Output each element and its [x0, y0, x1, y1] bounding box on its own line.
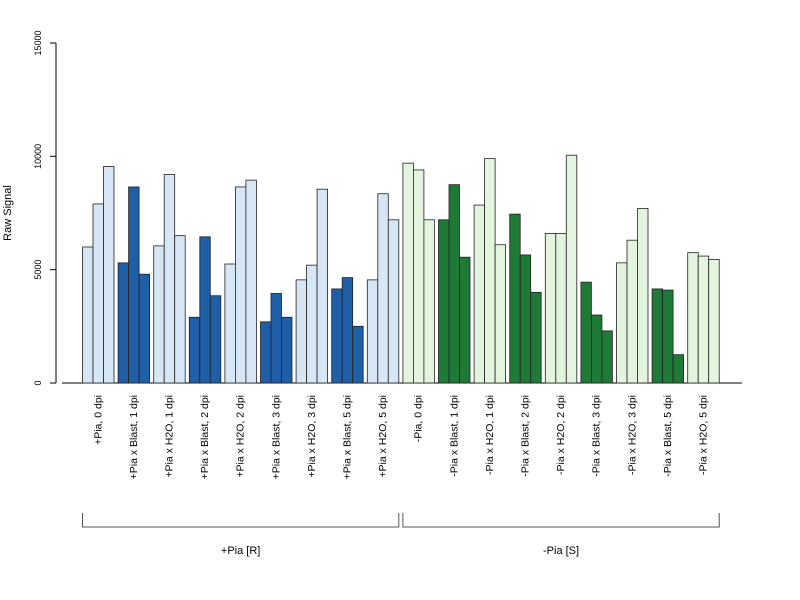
bar — [270, 293, 282, 384]
bar — [626, 239, 638, 384]
bar — [387, 219, 400, 384]
bar — [153, 245, 165, 384]
bar — [352, 325, 364, 384]
bar — [448, 184, 460, 384]
bar — [341, 277, 354, 384]
x-tick-label: +Pia x Blast, 1 dpi — [128, 395, 140, 479]
bar — [412, 169, 425, 384]
bar — [687, 252, 699, 384]
group-label: -Pia [S] — [543, 545, 579, 557]
bar — [544, 232, 557, 384]
bar — [697, 255, 710, 384]
bar — [260, 321, 272, 384]
bar — [580, 281, 592, 384]
bar — [188, 316, 201, 384]
bar — [366, 279, 379, 384]
bar — [138, 273, 151, 384]
x-tick-label: -Pia x H2O, 3 dpi — [626, 395, 638, 475]
bar — [163, 174, 176, 384]
bar — [174, 235, 186, 384]
x-tick-label: -Pia x Blast, 2 dpi — [519, 395, 531, 477]
x-tick-label: +Pia x H2O, 5 dpi — [377, 395, 389, 478]
bar — [494, 244, 507, 384]
x-tick-label: -Pia x H2O, 2 dpi — [555, 395, 567, 475]
y-axis-label: Raw Signal — [2, 185, 14, 241]
bar — [651, 288, 663, 384]
bar — [306, 264, 318, 384]
x-tick-label: -Pia x H2O, 5 dpi — [697, 395, 709, 475]
bar — [245, 179, 257, 384]
bar — [234, 186, 247, 384]
x-tick-labels: +Pia, 0 dpi +Pia x Blast, 1 dpi +Pia x H2O… — [92, 395, 709, 479]
bar — [591, 314, 603, 384]
bar — [281, 316, 293, 384]
bar — [331, 288, 343, 384]
bar — [295, 279, 308, 384]
x-tick-label: -Pia, 0 dpi — [413, 395, 425, 442]
x-tick-label: +Pia x H2O, 2 dpi — [235, 395, 247, 478]
bar — [103, 166, 115, 384]
x-tick-label: +Pia x H2O, 3 dpi — [306, 395, 318, 478]
bar — [199, 236, 211, 384]
y-axis: 0 5000 10000 15000 — [33, 30, 57, 386]
y-tick-label: 0 — [33, 380, 43, 385]
bar — [92, 203, 104, 384]
x-tick-label: -Pia x Blast, 3 dpi — [591, 395, 603, 477]
x-tick-label: +Pia x Blast, 3 dpi — [270, 395, 282, 479]
bar — [438, 219, 450, 384]
y-tick-label: 10000 — [33, 144, 43, 169]
bar — [316, 188, 329, 384]
bars-layer — [62, 154, 742, 384]
y-tick-label: 15000 — [33, 30, 43, 55]
bar — [509, 213, 521, 384]
bar — [484, 158, 496, 384]
group-bracket — [82, 513, 400, 528]
x-tick-label: -Pia x Blast, 5 dpi — [662, 395, 674, 477]
bar — [530, 291, 542, 384]
bar — [637, 208, 649, 384]
bar — [402, 162, 414, 384]
x-tick-label: +Pia x Blast, 5 dpi — [341, 395, 353, 479]
x-tick-label: +Pia, 0 dpi — [92, 395, 104, 445]
bar — [601, 330, 613, 384]
bar — [708, 259, 720, 384]
x-tick-label: -Pia x H2O, 1 dpi — [484, 395, 496, 475]
bar — [662, 289, 674, 384]
bar — [459, 256, 471, 384]
group-label: +Pia [R] — [221, 545, 260, 557]
bar — [616, 262, 628, 384]
bar — [672, 354, 684, 384]
group-brackets: +Pia [R] -Pia [S] — [82, 513, 720, 557]
bar — [519, 254, 532, 384]
x-tick-label: +Pia x Blast, 2 dpi — [199, 395, 211, 479]
bar — [423, 219, 435, 384]
group-bracket — [402, 513, 720, 528]
x-tick-label: +Pia x H2O, 1 dpi — [163, 395, 175, 478]
x-tick-label: -Pia x Blast, 1 dpi — [448, 395, 460, 477]
bar — [117, 262, 129, 384]
bar — [555, 232, 567, 384]
bar — [224, 263, 236, 384]
bar — [82, 246, 94, 384]
bar — [565, 154, 578, 384]
bar — [377, 193, 389, 384]
bar — [209, 295, 222, 384]
bar — [473, 204, 486, 384]
bar — [128, 186, 140, 384]
y-tick-label: 5000 — [33, 260, 43, 280]
